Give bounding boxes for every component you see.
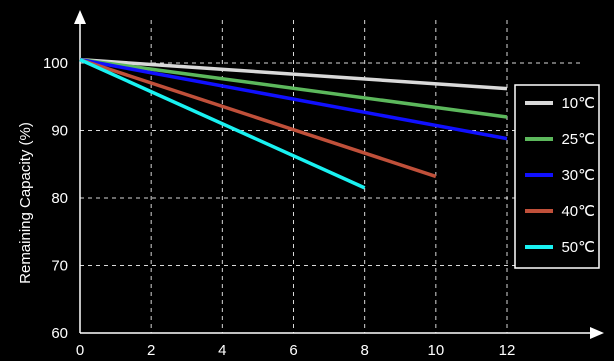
x-tick-label: 2 (147, 342, 155, 359)
y-tick-label: 80 (51, 190, 68, 207)
y-tick-label: 70 (51, 258, 68, 275)
grid (80, 20, 580, 333)
series-line (79, 57, 508, 141)
legend-label: 40℃ (561, 203, 595, 220)
x-tick-label: 0 (76, 342, 84, 359)
y-axis-arrow (74, 10, 86, 24)
series-line (79, 57, 508, 91)
legend-label: 30℃ (561, 167, 595, 184)
series-line (79, 57, 508, 119)
x-tick-label: 10 (427, 342, 444, 359)
series-line (79, 57, 437, 179)
x-tick-label: 4 (218, 342, 226, 359)
series-lines (79, 57, 508, 190)
x-axis-arrow (590, 327, 604, 339)
legend-label: 50℃ (561, 239, 595, 256)
x-tick-label: 6 (289, 342, 297, 359)
y-tick-label: 60 (51, 325, 68, 342)
y-tick-label: 90 (51, 123, 68, 140)
y-axis-label: Remaining Capacity (%) (17, 122, 34, 284)
legend-label: 10℃ (561, 95, 595, 112)
x-tick-label: 12 (499, 342, 516, 359)
tick-labels: 0 2 4 6 8 10 12 60 70 80 90 100 (43, 55, 515, 359)
axes (74, 10, 604, 339)
legend-label: 25℃ (561, 131, 595, 148)
x-tick-label: 8 (360, 342, 368, 359)
legend: 10℃ 25℃ 30℃ 40℃ 50℃ (514, 84, 600, 269)
series-line (79, 58, 366, 190)
y-tick-label: 100 (43, 55, 68, 72)
